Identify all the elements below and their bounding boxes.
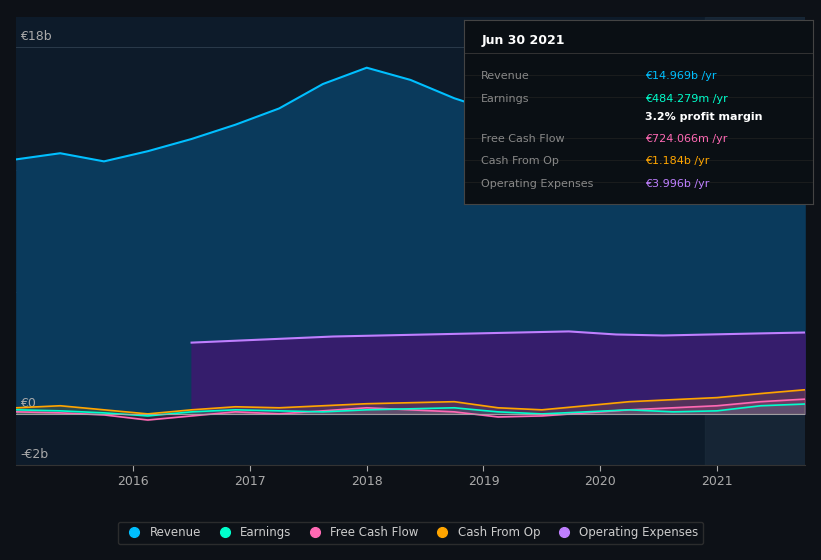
Text: €18b: €18b bbox=[21, 30, 52, 43]
Text: €3.996b /yr: €3.996b /yr bbox=[645, 179, 709, 189]
Text: €14.969b /yr: €14.969b /yr bbox=[645, 71, 717, 81]
Text: €724.066m /yr: €724.066m /yr bbox=[645, 134, 727, 144]
Text: Revenue: Revenue bbox=[481, 71, 530, 81]
Text: Jun 30 2021: Jun 30 2021 bbox=[481, 34, 565, 48]
Text: -€2b: -€2b bbox=[21, 448, 48, 461]
Text: €0: €0 bbox=[21, 397, 36, 410]
Text: 3.2% profit margin: 3.2% profit margin bbox=[645, 112, 763, 122]
Text: Free Cash Flow: Free Cash Flow bbox=[481, 134, 565, 144]
Text: €1.184b /yr: €1.184b /yr bbox=[645, 156, 709, 166]
Bar bbox=[705, 17, 805, 465]
Text: Operating Expenses: Operating Expenses bbox=[481, 179, 594, 189]
Text: €484.279m /yr: €484.279m /yr bbox=[645, 94, 728, 104]
Text: Cash From Op: Cash From Op bbox=[481, 156, 559, 166]
Legend: Revenue, Earnings, Free Cash Flow, Cash From Op, Operating Expenses: Revenue, Earnings, Free Cash Flow, Cash … bbox=[118, 521, 703, 544]
Text: Earnings: Earnings bbox=[481, 94, 530, 104]
